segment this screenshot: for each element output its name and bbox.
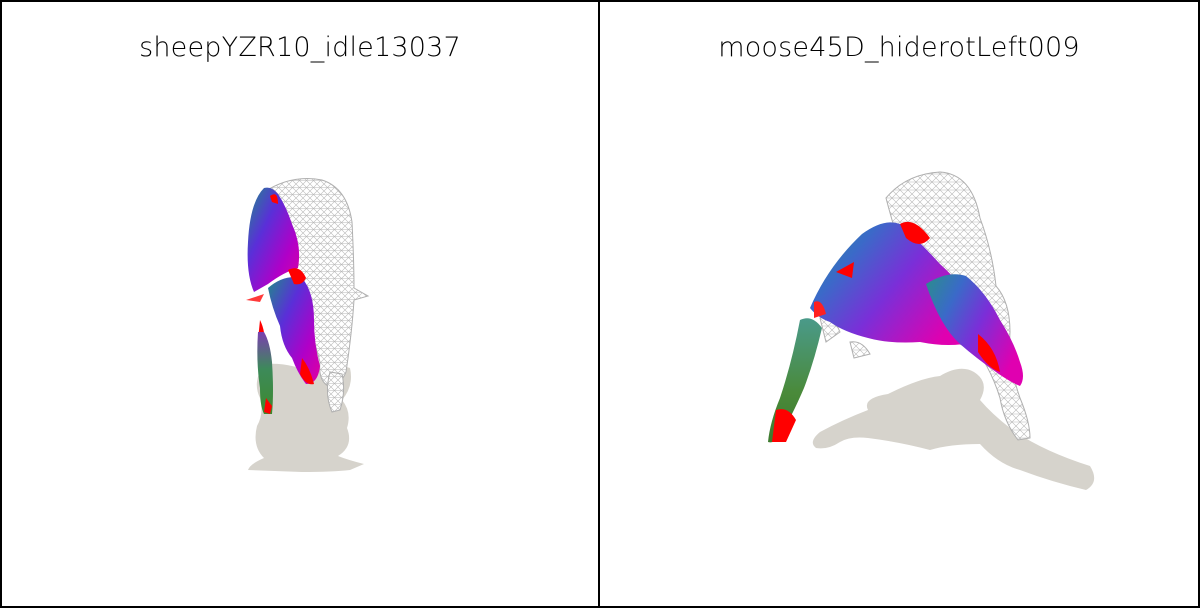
moose-red-patch [814,301,826,318]
moose-render [768,171,1095,490]
sheep-colored-head [268,277,320,384]
moose-red-patch [900,221,930,244]
left-panel-title: sheepYZR10_idle13037 [139,32,461,63]
moose-red-hoof [772,409,796,442]
moose-red-patch [836,262,854,278]
moose-colored-body [810,222,977,345]
sheep-colored-leg [257,332,273,414]
moose-shadow [812,368,1095,490]
sheep-red-patch [300,358,314,385]
sheep-render [246,178,370,472]
moose-wire-belly [849,341,871,359]
sheep-red-patch [270,194,278,204]
moose-red-patch [978,334,1000,372]
moose-colored-head [926,274,1023,386]
right-panel-title: moose45D_hiderotLeft009 [718,32,1080,63]
left-panel: sheepYZR10_idle13037 [0,0,600,608]
sheep-red-hoof [264,398,272,414]
sheep-colored-body [247,187,300,292]
right-panel: moose45D_hiderotLeft009 [600,0,1200,608]
sheep-wire-leg [326,371,345,413]
sheep-red-patch [246,294,264,302]
sheep-red-patch [288,268,306,285]
